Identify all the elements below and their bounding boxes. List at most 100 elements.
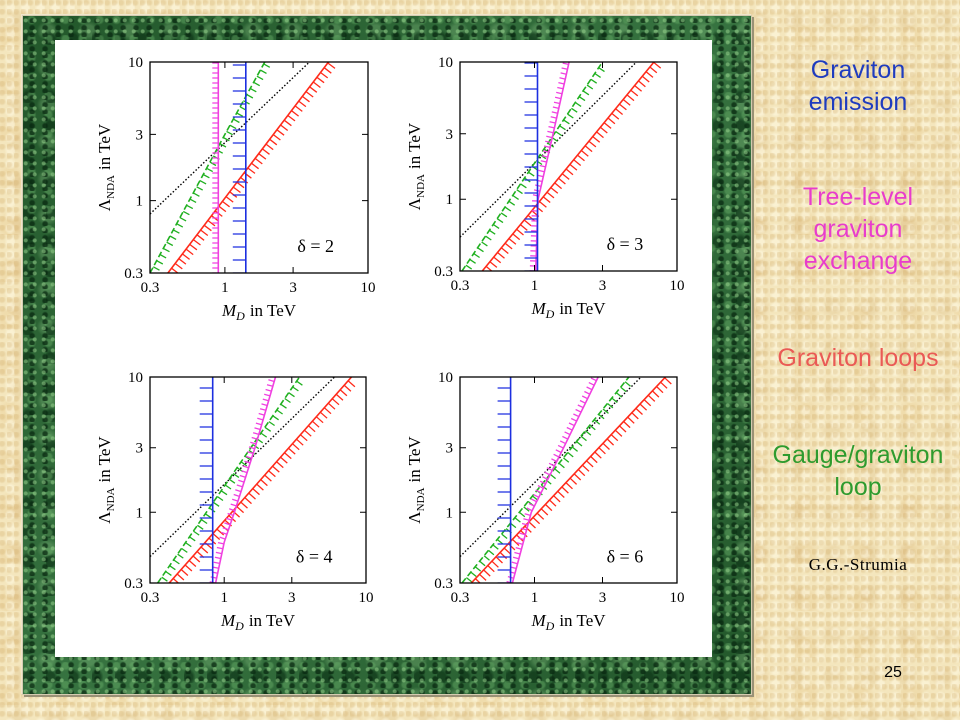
- x-tick-label: 1: [531, 590, 539, 606]
- x-tick-label: 0.3: [141, 590, 160, 606]
- x-axis-title: MD in TeV: [221, 301, 297, 323]
- legend-line: exchange: [803, 247, 913, 275]
- x-axis-title: MD in TeV: [530, 299, 606, 321]
- series-5-hatch: [232, 64, 246, 273]
- x-axis-subscript: D: [235, 309, 245, 323]
- legend-line: graviton: [813, 215, 903, 243]
- x-tick-label: 10: [670, 590, 685, 606]
- y-tick-label: 0.3: [434, 576, 453, 592]
- plot-frame: [149, 61, 369, 274]
- x-axis-subscript: D: [545, 619, 555, 633]
- legend-graviton-loops: Graviton loops: [760, 342, 956, 374]
- series-4-line: [214, 377, 277, 583]
- slide-number: 25: [884, 664, 902, 681]
- plot-area: [150, 377, 356, 583]
- plot-area: [460, 377, 672, 583]
- x-axis-unit: in TeV: [250, 301, 297, 320]
- legend-line: Graviton loops: [777, 344, 939, 372]
- chart-3: 0.3 1 3 10 0.3 1 3 10 MD in TeV ΛNDA in TeV δ = 4: [95, 370, 374, 633]
- legend-line: Graviton: [810, 56, 906, 84]
- x-axis-variable: M: [221, 301, 237, 320]
- delta-label: δ = 6: [607, 546, 644, 566]
- series-2-hatch: [462, 67, 605, 271]
- x-tick-label: 10: [361, 280, 376, 296]
- series-4-hatch: [212, 62, 219, 273]
- delta-label: δ = 2: [297, 236, 334, 256]
- series-5-hatch: [199, 387, 213, 583]
- axis-ticks: [459, 376, 678, 584]
- series-3-hatch: [167, 62, 336, 273]
- y-tick-label: 10: [128, 370, 143, 386]
- y-tick-label: 0.3: [124, 266, 143, 282]
- legend-line: Tree-level: [802, 183, 914, 211]
- x-tick-label: 3: [599, 590, 607, 606]
- x-tick-label: 0.3: [451, 590, 470, 606]
- x-tick-label: 3: [289, 280, 297, 296]
- x-tick-label: 10: [670, 278, 685, 294]
- axis-ticks: [149, 61, 369, 274]
- y-axis-unit: in TeV: [95, 436, 114, 483]
- delta-label: δ = 4: [296, 546, 333, 566]
- y-tick-label: 1: [446, 505, 454, 521]
- series-5-hatch: [524, 62, 538, 271]
- series-3-line: [481, 62, 655, 271]
- x-tick-label: 10: [359, 590, 374, 606]
- plot-frame: [459, 61, 678, 272]
- axis-ticks: [149, 376, 367, 584]
- y-axis-title: ΛNDA in TeV: [95, 436, 117, 524]
- series-4-hatch: [506, 377, 597, 583]
- y-axis-variable: Λ: [95, 198, 114, 211]
- y-axis-subscript: NDA: [415, 174, 427, 198]
- axis-ticks: [459, 61, 678, 272]
- y-axis-subscript: NDA: [415, 487, 427, 511]
- legend-gauge-graviton-loop: Gauge/graviton loop: [760, 439, 956, 503]
- series-4-line: [534, 62, 570, 271]
- y-tick-label: 0.3: [434, 264, 453, 280]
- series-1-line: [460, 377, 642, 558]
- series-2-line: [150, 62, 266, 273]
- figure-panel: 0.3 1 3 10 0.3 1 3 10 MD in TeV ΛNDAin TeV δ = 2 0.3…: [55, 40, 712, 657]
- x-tick-label: 3: [599, 278, 607, 294]
- chart-4: 0.3 1 3 10 0.3 1 3 10 MD in TeV ΛNDA in TeV δ = 6: [405, 370, 685, 633]
- plot-area: [150, 62, 336, 273]
- y-axis-title: ΛNDA in TeV: [405, 436, 427, 524]
- x-axis-variable: M: [220, 611, 236, 630]
- x-tick-label: 1: [531, 278, 539, 294]
- legend-line: Gauge/graviton: [772, 441, 944, 469]
- series-4-hatch: [209, 379, 275, 583]
- x-axis-variable: M: [530, 611, 546, 630]
- series-3-hatch: [471, 377, 672, 583]
- x-tick-label: 0.3: [451, 278, 470, 294]
- y-tick-label: 0.3: [124, 576, 143, 592]
- x-axis-variable: M: [530, 299, 546, 318]
- chart-2: 0.3 1 3 10 0.3 1 3 10 MD in TeV ΛNDA in TeV δ = 3: [405, 55, 685, 321]
- series-2-hatch: [150, 63, 271, 273]
- series-5-hatch: [497, 387, 511, 583]
- y-axis-variable: Λ: [95, 511, 114, 524]
- y-tick-label: 3: [446, 441, 454, 457]
- y-tick-label: 10: [438, 370, 453, 386]
- x-axis-title: MD in TeV: [530, 611, 606, 633]
- chart-1: 0.3 1 3 10 0.3 1 3 10 MD in TeV ΛNDA in TeV δ = 2: [95, 55, 376, 323]
- y-axis-unit: in TeV: [405, 122, 424, 169]
- series-3-line: [470, 377, 667, 583]
- x-tick-label: 0.3: [141, 280, 160, 296]
- y-tick-label: 10: [438, 55, 453, 71]
- x-axis-unit: in TeV: [559, 611, 606, 630]
- series-2-hatch: [157, 380, 303, 583]
- series-3-hatch: [482, 62, 662, 271]
- x-axis-subscript: D: [234, 619, 244, 633]
- x-tick-label: 1: [220, 590, 228, 606]
- y-tick-label: 3: [446, 127, 454, 143]
- y-tick-label: 1: [446, 192, 454, 208]
- series-1-line: [150, 377, 335, 558]
- y-axis-variable: Λ: [405, 197, 424, 210]
- plot-frame: [459, 376, 678, 584]
- series-4-line: [511, 377, 599, 583]
- x-axis-unit: in TeV: [559, 299, 606, 318]
- y-tick-label: 1: [136, 194, 144, 210]
- x-tick-label: 3: [288, 590, 296, 606]
- y-axis-title: ΛNDA in TeV: [405, 122, 427, 210]
- y-axis-unit: in TeV: [405, 436, 424, 483]
